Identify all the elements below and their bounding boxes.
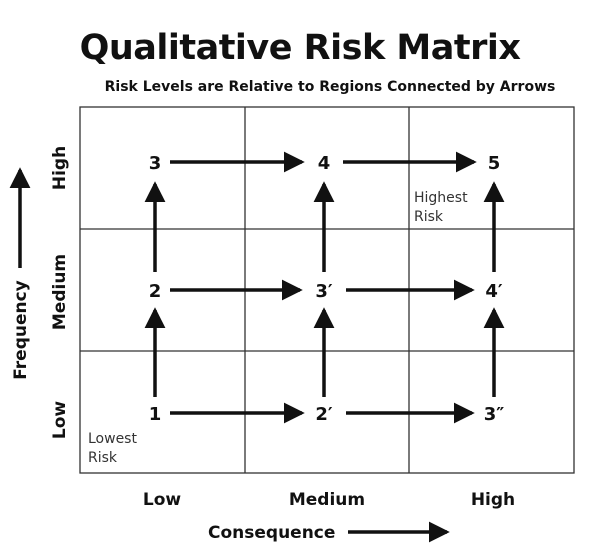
highest-risk-line-2: Risk [414, 209, 444, 225]
lowest-risk-line-2: Risk [88, 450, 118, 466]
y-category-high: High [50, 146, 70, 190]
diagram-subtitle: Risk Levels are Relative to Regions Conn… [104, 79, 556, 95]
diagram-title: Qualitative Risk Matrix [79, 28, 521, 68]
x-category-high: High [471, 490, 515, 510]
node-medium-low: 2 [149, 281, 162, 302]
node-low-medium: 2′ [315, 404, 333, 425]
highest-risk-line-1: Highest [414, 190, 468, 206]
node-medium-medium: 3′ [315, 281, 333, 302]
x-category-low: Low [143, 490, 182, 510]
matrix-border [79, 106, 575, 474]
y-category-medium: Medium [50, 254, 70, 330]
node-low-high: 3″ [484, 404, 505, 425]
x-category-medium: Medium [289, 490, 365, 510]
lowest-risk-line-1: Lowest [88, 431, 137, 447]
node-medium-high: 4′ [485, 281, 503, 302]
consequence-arrows [170, 151, 477, 424]
frequency-arrows [144, 181, 505, 397]
node-high-low: 3 [149, 153, 162, 174]
y-category-low: Low [50, 401, 70, 440]
x-axis-title: Consequence [208, 523, 335, 543]
node-low-low: 1 [149, 404, 162, 425]
node-high-medium: 4 [318, 153, 331, 174]
highest-risk-note: Highest Risk [414, 190, 468, 225]
y-axis-title: Frequency [11, 280, 31, 380]
node-high-high: 5 [488, 153, 501, 174]
lowest-risk-note: Lowest Risk [88, 431, 137, 466]
